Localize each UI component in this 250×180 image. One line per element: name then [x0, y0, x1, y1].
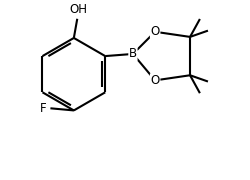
Text: B: B [129, 48, 137, 60]
Text: F: F [40, 102, 46, 115]
Text: O: O [150, 25, 160, 38]
Text: O: O [150, 74, 160, 87]
Text: OH: OH [69, 3, 87, 16]
